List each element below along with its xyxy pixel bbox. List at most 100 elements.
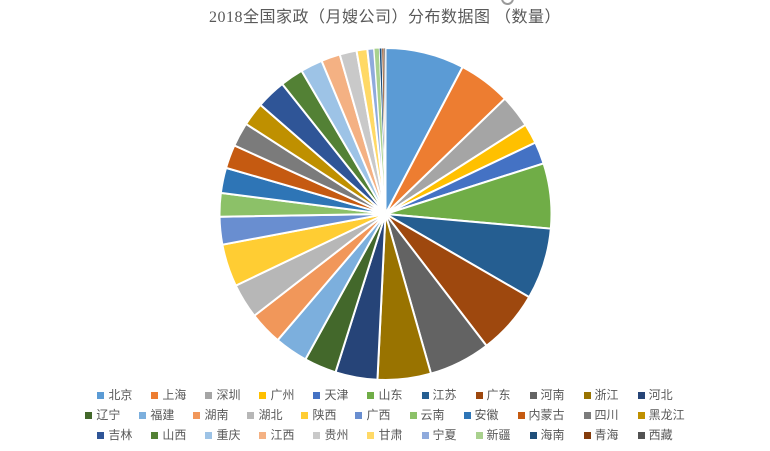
legend-label-tianjin: 天津 <box>324 388 349 402</box>
legend-label-guangzhou: 广州 <box>270 388 295 402</box>
legend-item-shaanxi: 陕西 <box>301 408 336 422</box>
legend-swatch-anhui <box>463 411 471 419</box>
legend-label-jiangxi: 江西 <box>270 428 295 442</box>
legend-swatch-hubei <box>247 411 255 419</box>
legend-label-neimenggu: 内蒙古 <box>528 408 565 422</box>
legend-swatch-sichuan <box>583 411 591 419</box>
legend-item-henan: 河南 <box>529 388 565 402</box>
legend-label-xizang: 西藏 <box>648 428 673 442</box>
legend-label-chongqing: 重庆 <box>216 428 241 442</box>
legend-row-3: 吉林 山西 重庆 江西 贵州 甘肃 宁夏 新疆 海南 青海 西藏 <box>97 428 673 442</box>
legend-swatch-chongqing <box>205 431 213 439</box>
legend-item-jiangxi: 江西 <box>259 428 294 442</box>
legend-label-liaoning: 辽宁 <box>96 408 121 422</box>
legend-item-hubei: 湖北 <box>247 408 282 422</box>
legend-swatch-neimenggu <box>517 411 525 419</box>
legend-label-jiangsu: 江苏 <box>432 388 457 402</box>
legend-swatch-qinghai <box>583 431 591 439</box>
legend-swatch-ningxia <box>421 431 429 439</box>
legend-row-1: 北京 上海 深圳 广州 天津 山东 江苏 广东 河南 浙江 河北 <box>97 388 673 402</box>
legend-item-sichuan: 四川 <box>583 408 619 422</box>
legend-item-shanghai: 上海 <box>151 388 186 402</box>
legend-swatch-guangxi <box>355 411 363 419</box>
legend-label-shanghai: 上海 <box>162 388 187 402</box>
legend-item-tianjin: 天津 <box>313 388 348 402</box>
legend-item-liaoning: 辽宁 <box>85 408 120 422</box>
legend-item-neimenggu: 内蒙古 <box>517 408 565 422</box>
legend-swatch-beijing <box>97 391 105 399</box>
chart-legend: 北京 上海 深圳 广州 天津 山东 江苏 广东 河南 浙江 河北辽宁 福建 湖南 湖北 陕西 广西 云南 安徽 内蒙… <box>0 388 770 442</box>
legend-swatch-hainan <box>529 431 537 439</box>
pie-slice-xizang <box>383 47 386 215</box>
legend-swatch-shaanxi <box>301 411 309 419</box>
legend-item-anhui: 安徽 <box>463 408 499 422</box>
legend-swatch-shanxi <box>151 431 159 439</box>
legend-swatch-liaoning <box>85 411 93 419</box>
legend-item-shenzhen: 深圳 <box>205 388 240 402</box>
legend-item-ningxia: 宁夏 <box>421 428 457 442</box>
legend-swatch-guangzhou <box>259 391 267 399</box>
legend-swatch-henan <box>529 391 537 399</box>
legend-swatch-fujian <box>139 411 147 419</box>
legend-item-hainan: 海南 <box>529 428 565 442</box>
legend-label-gansu: 甘肃 <box>378 428 403 442</box>
legend-item-yunnan: 云南 <box>409 408 445 422</box>
legend-swatch-zhejiang <box>583 391 591 399</box>
legend-item-hunan: 湖南 <box>193 408 228 422</box>
legend-swatch-jiangxi <box>259 431 267 439</box>
legend-label-shanxi: 山西 <box>162 428 187 442</box>
legend-label-xinjiang: 新疆 <box>486 428 511 442</box>
legend-item-beijing: 北京 <box>97 388 132 402</box>
legend-item-guangxi: 广西 <box>355 408 391 422</box>
legend-label-hubei: 湖北 <box>258 408 283 422</box>
legend-swatch-xinjiang <box>475 431 483 439</box>
legend-swatch-jiangsu <box>421 391 429 399</box>
legend-swatch-shanghai <box>151 391 159 399</box>
legend-swatch-gansu <box>367 431 375 439</box>
legend-swatch-shenzhen <box>205 391 213 399</box>
legend-swatch-tianjin <box>313 391 321 399</box>
legend-label-beijing: 北京 <box>108 388 133 402</box>
legend-swatch-xizang <box>637 431 645 439</box>
legend-swatch-guizhou <box>313 431 321 439</box>
legend-swatch-jilin <box>97 431 105 439</box>
legend-item-heilongjiang: 黑龙江 <box>637 408 685 422</box>
legend-item-gansu: 甘肃 <box>367 428 403 442</box>
legend-label-sichuan: 四川 <box>594 408 619 422</box>
legend-item-shanxi: 山西 <box>151 428 186 442</box>
legend-label-ningxia: 宁夏 <box>432 428 457 442</box>
legend-label-anhui: 安徽 <box>474 408 499 422</box>
legend-item-shandong: 山东 <box>367 388 403 402</box>
legend-label-shenzhen: 深圳 <box>216 388 241 402</box>
legend-label-zhejiang: 浙江 <box>594 388 619 402</box>
legend-label-guangxi: 广西 <box>366 408 391 422</box>
legend-swatch-heilongjiang <box>637 411 645 419</box>
legend-label-heilongjiang: 黑龙江 <box>648 408 685 422</box>
legend-item-xizang: 西藏 <box>637 428 673 442</box>
chart-title: 2018全国家政（月嫂公司）分布数据图 （数量） <box>208 9 561 26</box>
legend-item-xinjiang: 新疆 <box>475 428 511 442</box>
legend-label-shandong: 山东 <box>378 388 403 402</box>
legend-label-hunan: 湖南 <box>204 408 229 422</box>
legend-row-2: 辽宁 福建 湖南 湖北 陕西 广西 云南 安徽 内蒙古 四川 黑龙江 <box>85 408 685 422</box>
legend-item-fujian: 福建 <box>139 408 174 422</box>
legend-label-qinghai: 青海 <box>594 428 619 442</box>
legend-item-guangdong: 广东 <box>475 388 511 402</box>
legend-item-hebei: 河北 <box>637 388 673 402</box>
legend-swatch-hebei <box>637 391 645 399</box>
legend-label-hebei: 河北 <box>648 388 673 402</box>
legend-item-chongqing: 重庆 <box>205 428 240 442</box>
legend-item-jilin: 吉林 <box>97 428 132 442</box>
legend-label-yunnan: 云南 <box>420 408 445 422</box>
legend-label-jilin: 吉林 <box>108 428 133 442</box>
legend-label-guangdong: 广东 <box>486 388 511 402</box>
legend-item-zhejiang: 浙江 <box>583 388 619 402</box>
legend-swatch-hunan <box>193 411 201 419</box>
legend-item-guizhou: 贵州 <box>313 428 348 442</box>
legend-swatch-guangdong <box>475 391 483 399</box>
legend-item-jiangsu: 江苏 <box>421 388 457 402</box>
legend-label-henan: 河南 <box>540 388 565 402</box>
legend-label-fujian: 福建 <box>150 408 175 422</box>
